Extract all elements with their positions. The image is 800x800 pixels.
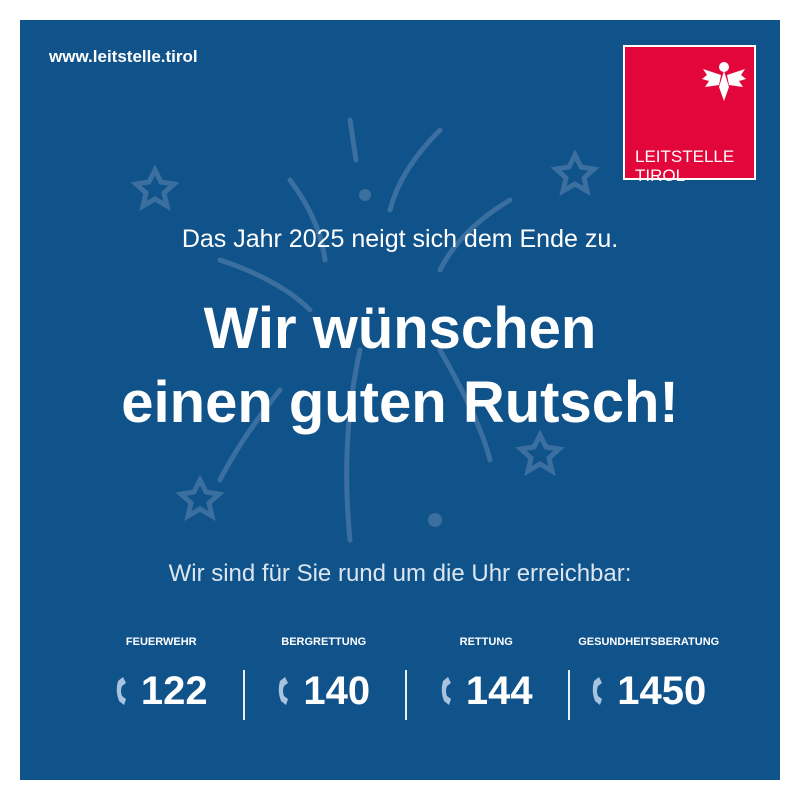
logo-line1: LEITSTELLE — [635, 147, 735, 166]
number-label: FEUERWEHR — [125, 636, 197, 648]
phone-icon — [279, 677, 289, 705]
headline-line1: Wir wünschen — [203, 296, 597, 361]
star-icon — [175, 474, 225, 522]
headline: Wir wünschen einen guten Rutsch! — [20, 292, 780, 440]
subtitle: Das Jahr 2025 neigt sich dem Ende zu. — [181, 225, 619, 253]
number-label: RETTUNG — [459, 636, 513, 648]
availability-text: Wir sind für Sie rund um die Uhr erreich… — [168, 560, 632, 587]
number-gesundheitsberatung: GESUNDHEITSBERATUNG 1450 — [567, 636, 731, 720]
number-bergrettung: BERGRETTUNG 140 — [242, 636, 406, 720]
star-icon — [130, 164, 180, 212]
leitstelle-tirol-logo: LEITSTELLE TIROL — [623, 45, 756, 185]
logo-text: LEITSTELLE TIROL — [635, 147, 734, 185]
headline-line2: einen guten Rutsch! — [121, 370, 679, 435]
phone-icon — [592, 677, 603, 705]
website-link[interactable]: www.leitstelle.tirol — [49, 47, 198, 66]
star-icon — [515, 429, 565, 477]
number-label: BERGRETTUNG — [281, 636, 367, 648]
phone-icon — [116, 677, 126, 705]
phone-number[interactable]: 122 — [140, 668, 208, 713]
logo-line2: TIROL — [635, 166, 686, 185]
phone-number[interactable]: 1450 — [617, 668, 707, 713]
number-label: GESUNDHEITSBERATUNG — [578, 636, 720, 648]
tyrolean-eagle-icon — [702, 62, 746, 101]
number-rettung: RETTUNG 144 — [405, 636, 568, 720]
phone-number[interactable]: 144 — [465, 668, 533, 713]
phone-icon — [441, 677, 451, 705]
star-icon — [550, 149, 600, 197]
fireworks-decoration — [130, 117, 600, 543]
phone-number[interactable]: 140 — [303, 668, 371, 713]
number-feuerwehr: FEUERWEHR 122 — [80, 636, 243, 716]
emergency-numbers: FEUERWEHR 122 BERGRETTUNG 140 RETTUNG 14… — [80, 636, 731, 720]
greeting-card: www.leitstelle.tirol LEITSTELLE TIROL Da… — [20, 20, 780, 780]
